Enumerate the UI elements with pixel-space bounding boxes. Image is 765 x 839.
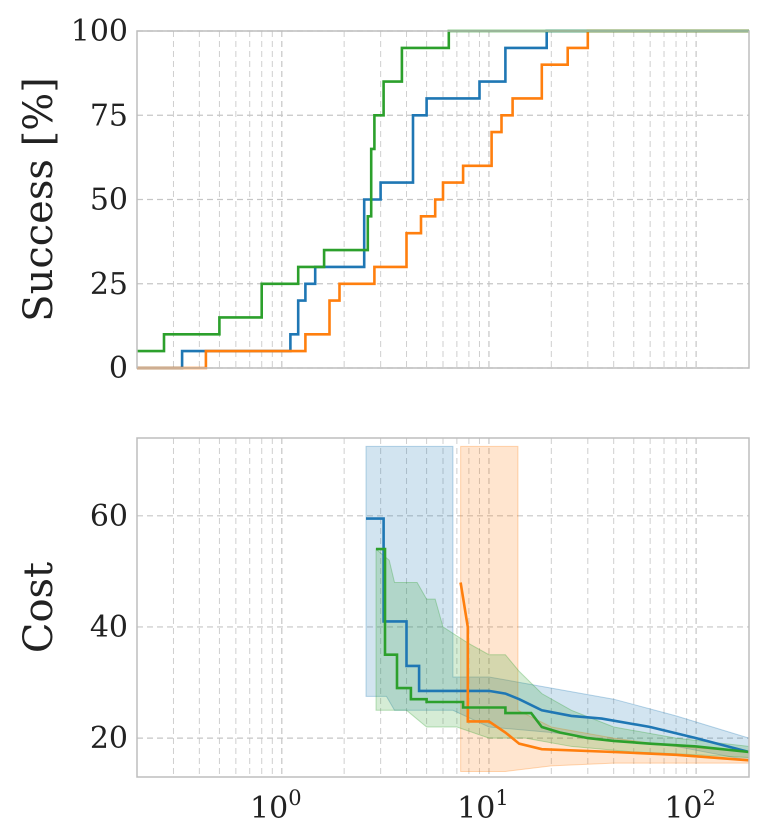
x-tick-label: 100 — [250, 786, 302, 826]
x-tick-label: 102 — [664, 786, 716, 826]
cost-y-axis-label: Cost — [16, 562, 62, 653]
y-tick-label: 40 — [90, 610, 128, 645]
confidence-band — [375, 548, 750, 759]
y-tick-label: 0 — [109, 351, 128, 386]
y-tick-label: 20 — [90, 721, 128, 756]
series-line — [137, 29, 749, 353]
success-plot-frame — [136, 30, 750, 369]
series-line — [376, 547, 750, 754]
y-tick-label: 75 — [90, 98, 128, 133]
cost-plot-frame — [136, 437, 750, 778]
series-line — [459, 582, 750, 762]
y-tick-label: 50 — [90, 183, 128, 218]
y-tick-label: 25 — [90, 267, 128, 302]
y-tick-label: 60 — [90, 499, 128, 534]
success-y-axis-label: Success [%] — [16, 77, 62, 322]
x-tick-label: 101 — [457, 786, 509, 826]
cost-panel: 20 40 60 100 101 102 Cost — [16, 437, 750, 826]
series-line — [366, 517, 750, 754]
success-panel: 0 25 50 75 100 Success [%] — [16, 14, 750, 386]
series-line — [137, 29, 749, 370]
y-tick-label: 100 — [71, 14, 128, 49]
